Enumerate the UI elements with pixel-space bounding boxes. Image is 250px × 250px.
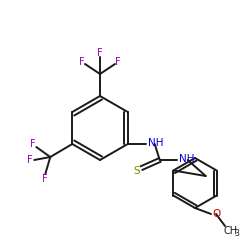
Text: F: F bbox=[28, 155, 33, 165]
Text: S: S bbox=[134, 166, 140, 176]
Text: O: O bbox=[212, 209, 220, 219]
Text: F: F bbox=[97, 48, 103, 58]
Text: F: F bbox=[42, 174, 48, 184]
Text: NH: NH bbox=[179, 154, 194, 164]
Text: NH: NH bbox=[148, 138, 163, 148]
Text: F: F bbox=[115, 57, 121, 67]
Text: F: F bbox=[30, 139, 36, 149]
Text: CH: CH bbox=[224, 226, 238, 236]
Text: F: F bbox=[79, 57, 85, 67]
Text: 3: 3 bbox=[234, 230, 239, 238]
